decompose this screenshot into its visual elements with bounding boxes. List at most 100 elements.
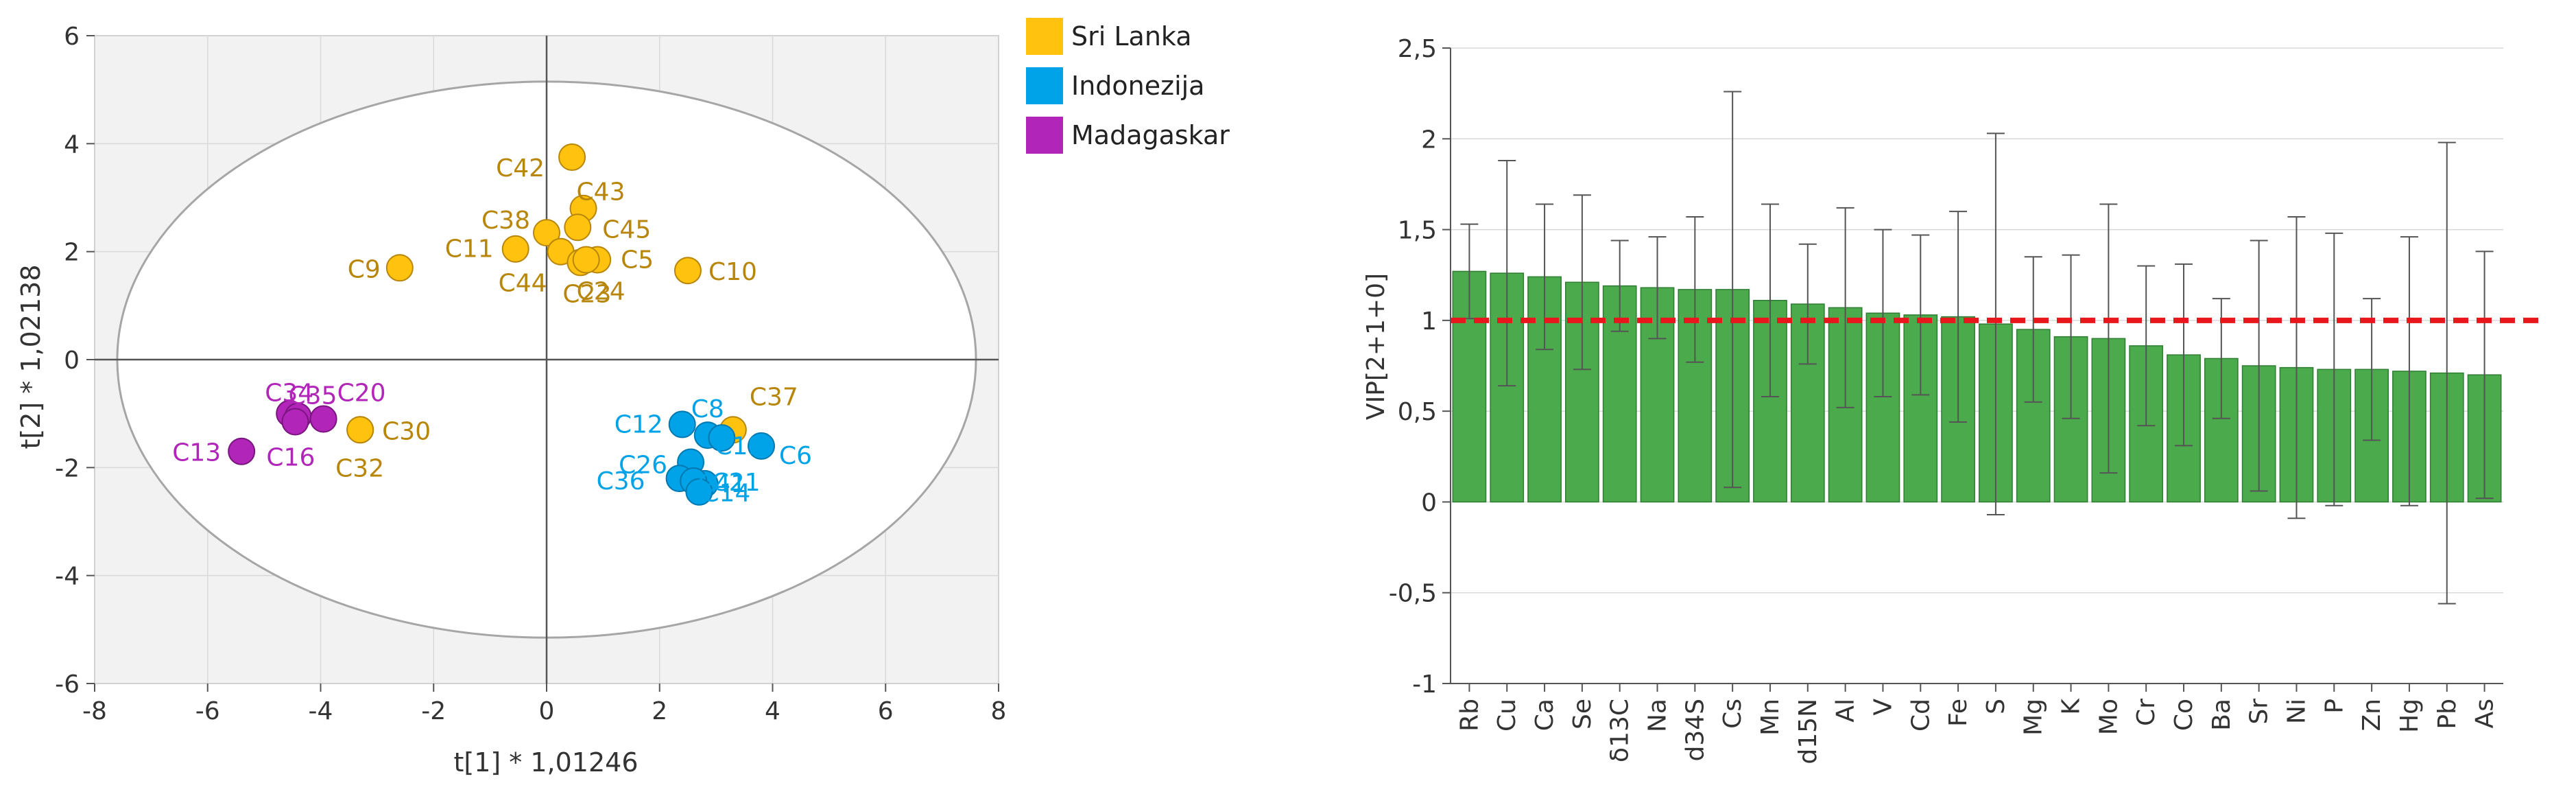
vip-y-tick-label: 1,5 (1398, 217, 1437, 245)
score-point-label: C37 (750, 383, 798, 411)
score-point-label: C6 (779, 442, 812, 470)
score-point-label: C9 (348, 255, 381, 283)
vip-x-tick-label: Mg (2020, 699, 2048, 736)
vip-y-tick-label: -1 (1412, 670, 1437, 699)
score-y-axis-label: t[2] * 1,02138 (16, 264, 46, 449)
vip-x-tick-label: Co (2170, 699, 2198, 731)
vip-x-tick-label: d15N (1794, 699, 1822, 764)
score-point-label: C12 (615, 410, 663, 439)
vip-y-tick-label: 1 (1421, 307, 1437, 336)
score-point-label: C14 (702, 480, 750, 508)
legend-swatch (1026, 18, 1063, 55)
vip-axes (1450, 48, 2503, 684)
vip-x-tick-label: δ13C (1606, 699, 1634, 762)
score-y-tick-label: -4 (55, 563, 80, 591)
vip-y-tick-label: 2 (1421, 126, 1437, 154)
score-x-tick-label: 6 (878, 697, 894, 725)
vip-y-axis-label: VIP[2+1+0] (1362, 273, 1390, 420)
vip-bar-K (2053, 336, 2088, 503)
score-x-tick-label: -4 (309, 697, 333, 725)
legend-label: Sri Lanka (1071, 21, 1192, 51)
vip-x-tick-label: Ca (1531, 699, 1559, 731)
score-point-label: C30 (382, 417, 431, 445)
vip-y-tick-label: 2,5 (1398, 35, 1437, 63)
vip-x-tick-label: Al (1832, 699, 1860, 723)
score-point-label: C41 (697, 470, 746, 498)
score-point-label: C26 (619, 451, 667, 479)
score-point-label: C23 (562, 280, 611, 308)
score-point-label: C5 (621, 246, 654, 274)
score-point-label: C13 (172, 439, 221, 467)
vip-x-tick-label: Mn (1756, 699, 1785, 736)
vip-x-tick-label: As (2471, 699, 2499, 728)
score-point-label: C44 (499, 270, 547, 298)
score-y-tick-label: 4 (64, 130, 80, 159)
vip-error-bars (1460, 91, 2494, 605)
score-point-label: C16 (266, 443, 315, 471)
score-y-tick-label: 6 (64, 23, 80, 51)
vip-bars (1452, 270, 2502, 503)
score-point-label: C19 (715, 432, 763, 460)
score-plot-axes (95, 36, 999, 684)
score-point-label: C34 (265, 380, 313, 408)
vip-x-tick-label: Rb (1455, 699, 1483, 732)
score-x-tick-label: -8 (82, 697, 107, 725)
legend-swatch (1026, 67, 1063, 104)
legend-label: Indonezija (1071, 71, 1204, 101)
score-x-tick-label: 4 (765, 697, 780, 725)
score-x-axis-label: t[1] * 1,01246 (453, 747, 638, 778)
score-point-label: C10 (708, 258, 757, 286)
score-point-C14 (685, 478, 713, 506)
vip-y-ticks: 2,5 2 1,5 1 0,5 0 -0,5 -1 (1389, 35, 1451, 699)
vip-bar-chart: 2,5 2 1,5 1 0,5 0 -0,5 -1 Rb Cu Ca Se δ13C Na d34S Cs M… (1362, 35, 2544, 764)
score-point-C9 (385, 254, 414, 282)
vip-x-tick-label: Mo (2095, 699, 2123, 735)
vip-x-tick-label: Na (1644, 699, 1672, 732)
score-x-tick-label: 2 (652, 697, 667, 725)
score-point-label: C42 (496, 154, 545, 183)
vip-x-tick-label: d34S (1681, 699, 1709, 762)
score-point-label: C43 (577, 178, 625, 207)
score-point-label: C38 (481, 207, 530, 235)
vip-x-tick-label: P (2320, 699, 2348, 714)
vip-x-tick-label: Hg (2396, 699, 2424, 733)
vip-x-tick-label: S (1982, 699, 2010, 714)
score-point-label: C8 (691, 395, 724, 423)
score-point-label: C32 (335, 454, 384, 482)
vip-x-tick-label: Ni (2282, 699, 2311, 724)
vip-x-tick-label: Se (1569, 699, 1597, 729)
vip-y-tick-label: -0,5 (1389, 580, 1437, 608)
score-point-C12 (668, 410, 696, 439)
legend-swatch (1026, 117, 1063, 154)
score-points (228, 143, 776, 506)
vip-x-ticks: Rb Cu Ca Se δ13C Na d34S Cs Mn d15N Al V Cd Fe S Mg K Mo C… (1455, 684, 2499, 764)
score-point-C10 (673, 257, 702, 285)
score-point-label: C11 (445, 235, 494, 264)
score-x-tick-label: 0 (539, 697, 555, 725)
score-point-label: C36 (597, 467, 645, 495)
score-point-label: C45 (602, 215, 651, 244)
score-point-C11 (501, 235, 529, 263)
score-point-C38 (533, 219, 560, 247)
vip-x-tick-label: V (1869, 699, 1897, 716)
vip-y-tick-label: 0,5 (1398, 398, 1437, 426)
score-legend: Sri Lanka Indonezija Madagaskar (1026, 18, 1230, 154)
vip-x-tick-label: Cs (1719, 699, 1747, 729)
score-x-tick-label: 8 (991, 697, 1007, 725)
vip-x-tick-label: Cu (1493, 699, 1521, 732)
score-point-C19 (708, 424, 736, 452)
score-y-tick-label: -2 (55, 454, 80, 482)
score-point-label: C21 (712, 469, 761, 497)
vip-x-tick-label: Ba (2208, 699, 2236, 731)
score-point-C16 (281, 408, 309, 436)
score-x-tick-label: -6 (195, 697, 220, 725)
score-point-C13 (228, 437, 256, 465)
score-point-C45 (564, 213, 592, 242)
vip-x-tick-label: Cr (2132, 699, 2160, 726)
vip-x-tick-label: Zn (2358, 699, 2386, 731)
score-x-tick-label: -2 (421, 697, 446, 725)
legend-label: Madagaskar (1071, 120, 1230, 150)
